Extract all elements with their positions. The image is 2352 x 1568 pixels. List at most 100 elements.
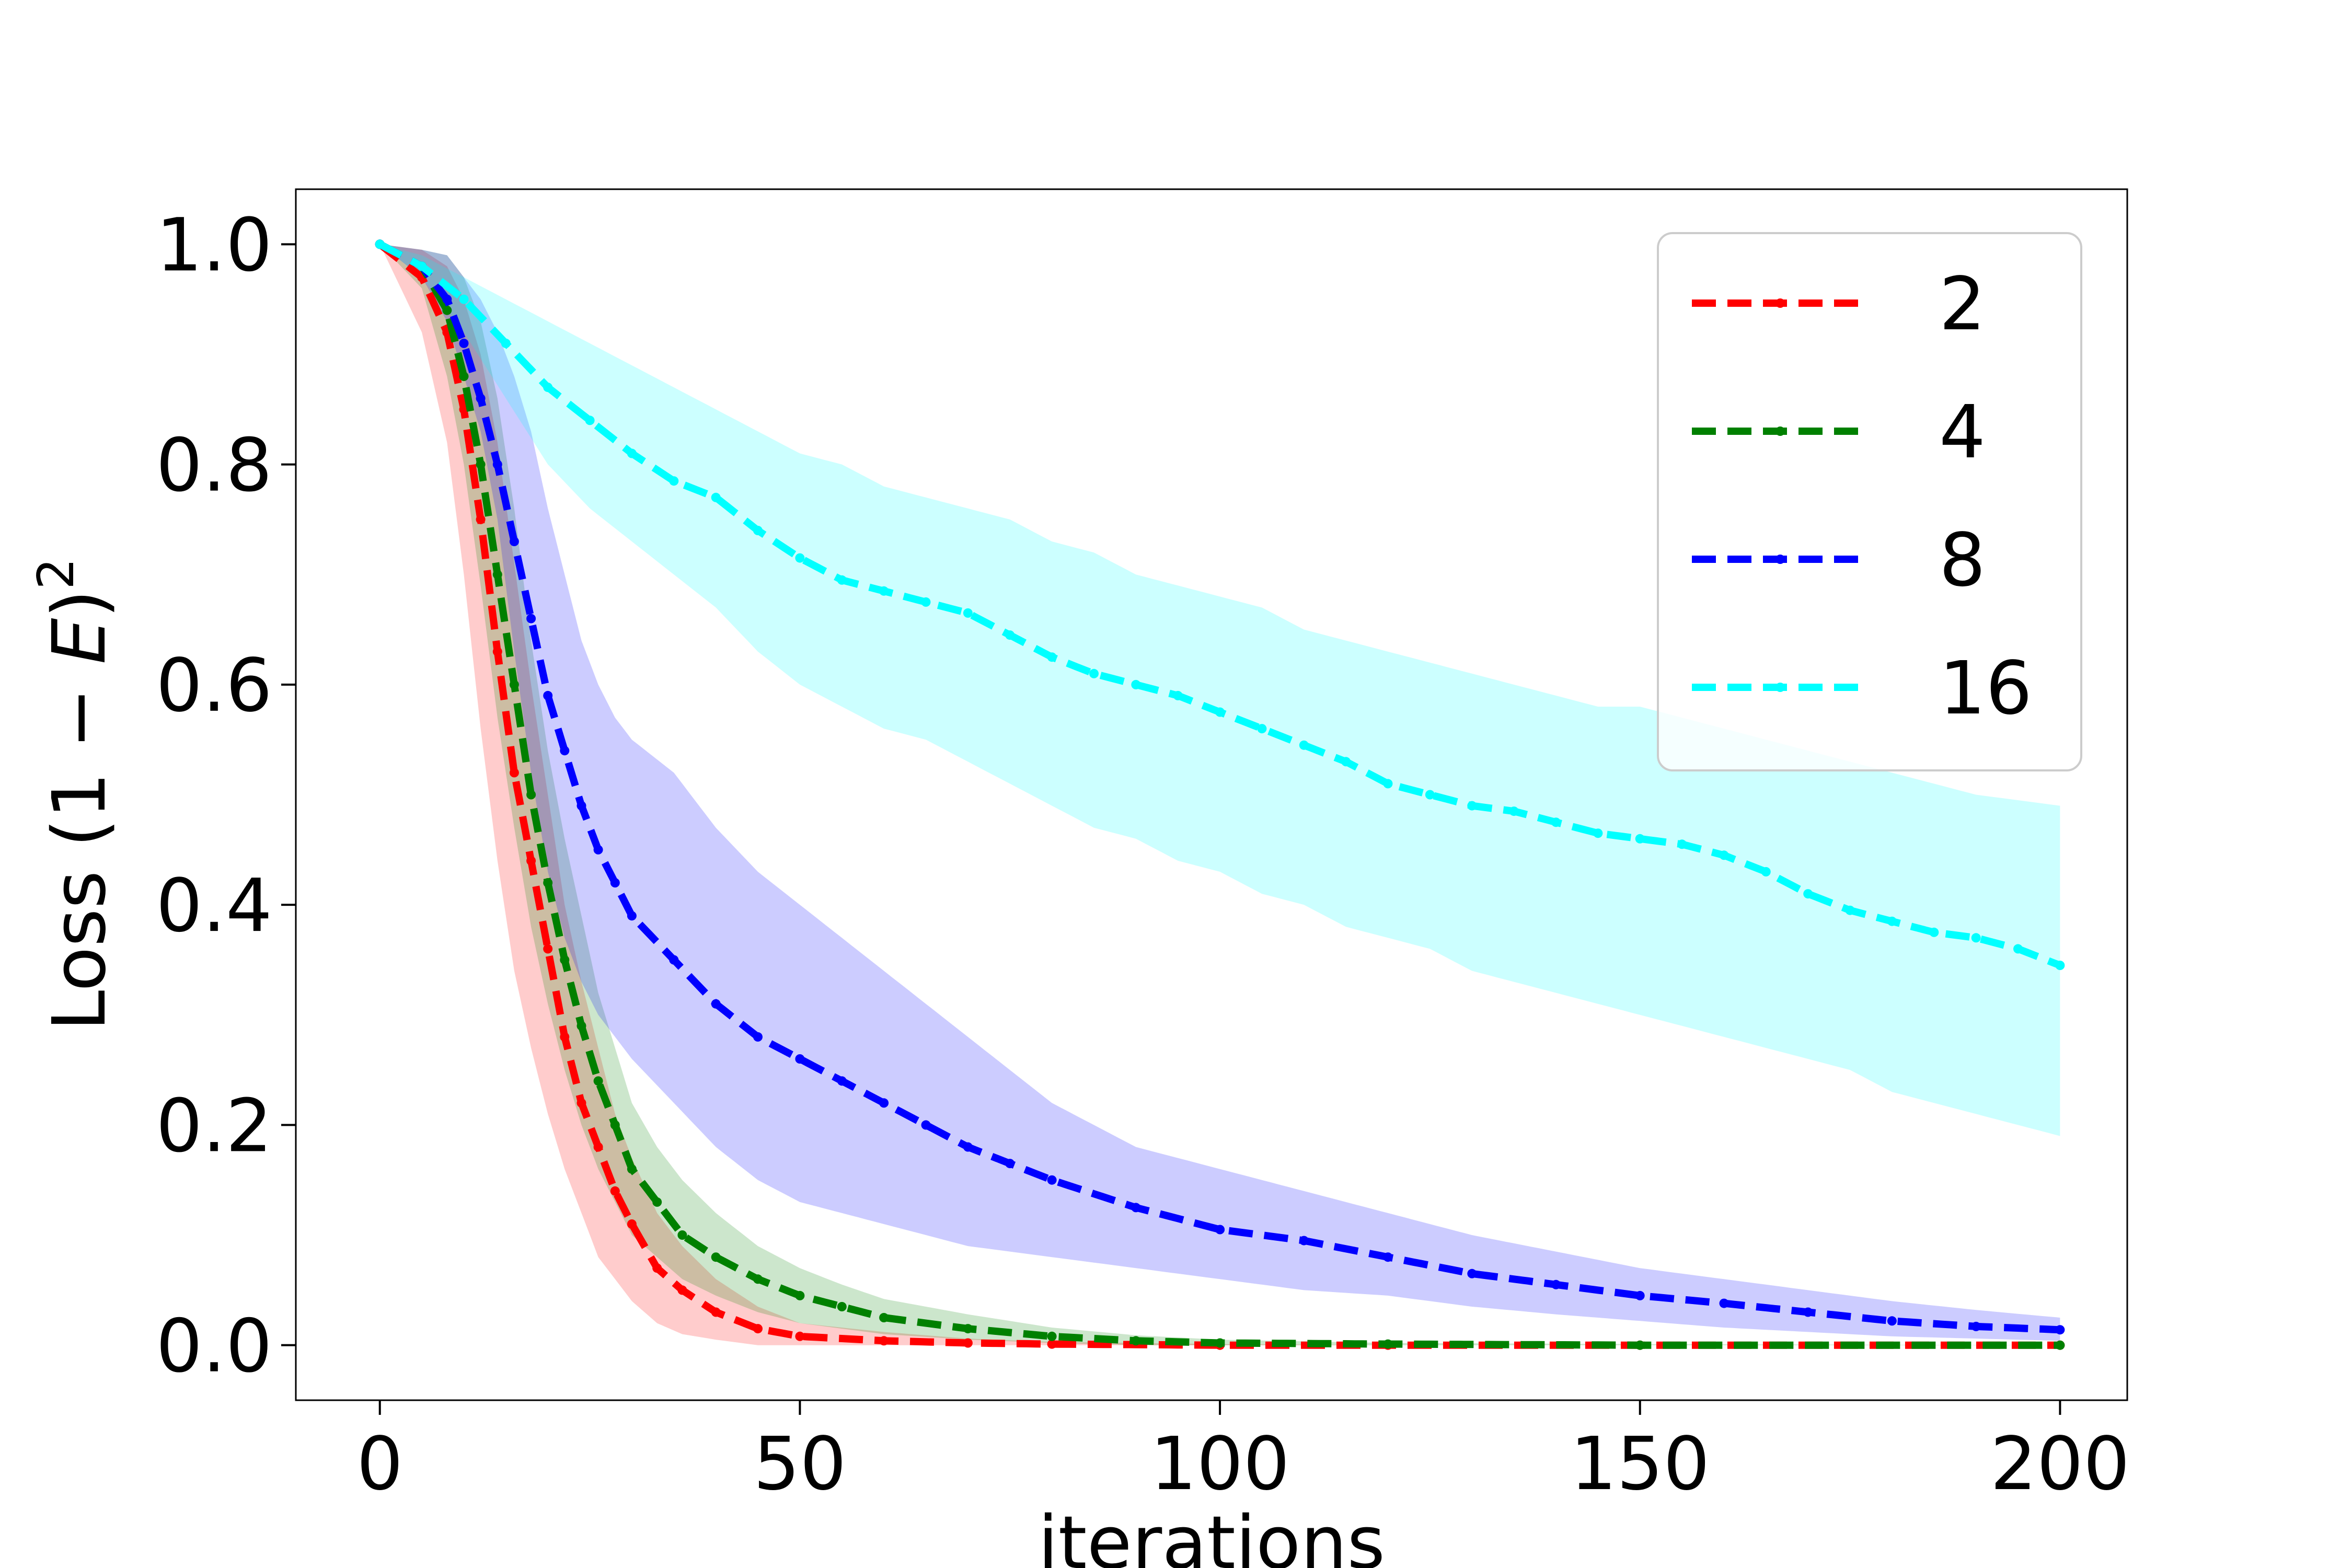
point-16-165 (1761, 867, 1771, 877)
point-4-33 (652, 1197, 662, 1207)
point-2-22 (560, 1032, 570, 1042)
point-2-30 (627, 1219, 637, 1229)
point-16-180 (1887, 916, 1897, 926)
point-16-140 (1551, 817, 1561, 827)
point-16-90 (1131, 679, 1141, 689)
point-8-35 (669, 955, 679, 965)
point-4-50 (795, 1290, 805, 1300)
point-8-8 (442, 294, 452, 304)
legend-label-16: 16 (1939, 646, 2032, 731)
point-8-20 (543, 690, 553, 700)
point-4-120 (1383, 1339, 1393, 1349)
point-16-175 (1845, 905, 1855, 915)
point-16-20 (543, 383, 553, 393)
point-16-95 (1173, 690, 1183, 700)
y-axis-label-prefix: Loss (1 − (37, 664, 122, 1031)
point-16-145 (1593, 828, 1603, 838)
point-8-180 (1887, 1316, 1897, 1326)
legend-marker-8 (1775, 555, 1785, 564)
x-axis-label: iterations (1038, 1501, 1385, 1568)
point-8-190 (1971, 1321, 1981, 1331)
point-16-30 (627, 448, 637, 458)
y-tick-label: 0.6 (156, 643, 272, 729)
point-16-75 (1005, 630, 1015, 640)
legend-label-8: 8 (1939, 518, 1986, 603)
point-16-40 (711, 492, 721, 502)
point-8-90 (1131, 1203, 1141, 1213)
point-16-130 (1467, 801, 1477, 811)
point-4-200 (2055, 1340, 2065, 1350)
y-axis-label-exponent: 2 (28, 558, 85, 589)
point-2-16 (509, 768, 519, 778)
point-8-100 (1215, 1225, 1225, 1235)
y-axis-ticks: 0.0 0.2 0.4 0.6 0.8 1.0 (156, 203, 296, 1389)
point-16-150 (1635, 834, 1645, 844)
band-8 (379, 244, 2060, 1341)
series-lines (375, 239, 2065, 1350)
point-16-195 (2013, 944, 2023, 954)
point-8-26 (593, 845, 603, 855)
point-16-115 (1341, 757, 1351, 767)
point-8-110 (1299, 1236, 1309, 1246)
point-8-50 (795, 1054, 805, 1064)
point-8-22 (560, 746, 570, 756)
point-8-40 (711, 999, 721, 1009)
point-8-12 (476, 394, 486, 403)
line-8 (378, 241, 2060, 1334)
x-tick-label: 200 (1990, 1422, 2130, 1507)
point-4-45 (753, 1274, 763, 1284)
point-4-10 (459, 372, 469, 382)
point-16-105 (1257, 724, 1267, 734)
point-16-155 (1677, 839, 1687, 849)
legend-marker-4 (1775, 426, 1785, 436)
point-2-80 (1047, 1339, 1057, 1349)
point-2-12 (476, 514, 486, 524)
legend-marker-2 (1775, 298, 1785, 308)
point-2-14 (492, 647, 502, 656)
point-8-60 (879, 1098, 889, 1108)
legend-label-2: 2 (1939, 262, 1986, 347)
point-16-135 (1509, 806, 1519, 816)
point-16-65 (921, 597, 931, 607)
point-4-18 (526, 790, 536, 800)
point-2-26 (593, 1142, 603, 1152)
point-4-100 (1215, 1338, 1225, 1348)
point-8-150 (1635, 1290, 1645, 1300)
y-axis-label: Loss (1 − E)2 (28, 558, 122, 1031)
point-8-70 (963, 1142, 973, 1152)
point-8-45 (753, 1032, 763, 1042)
y-axis-label-suffix: ) (37, 590, 122, 618)
point-2-33 (652, 1263, 662, 1273)
point-4-30 (627, 1164, 637, 1174)
point-4-150 (1635, 1340, 1645, 1350)
point-16-185 (1929, 927, 1939, 937)
point-8-28 (610, 878, 620, 887)
confidence-bands (379, 244, 2060, 1345)
point-4-22 (560, 955, 570, 965)
point-16-25 (585, 416, 595, 425)
point-8-200 (2055, 1325, 2065, 1335)
point-16-160 (1719, 850, 1729, 860)
x-tick-label: 100 (1150, 1422, 1289, 1507)
y-axis-label-var: E (37, 618, 122, 664)
point-8-130 (1467, 1269, 1477, 1278)
point-8-30 (627, 911, 637, 921)
points-16 (375, 239, 2065, 970)
point-4-60 (879, 1313, 889, 1322)
point-8-55 (837, 1076, 847, 1086)
point-2-28 (610, 1186, 620, 1196)
x-tick-label: 50 (753, 1422, 846, 1507)
point-16-0 (375, 239, 385, 249)
point-16-100 (1215, 707, 1225, 717)
point-8-75 (1005, 1159, 1015, 1169)
point-16-200 (2055, 961, 2065, 970)
y-tick-label: 0.0 (156, 1304, 272, 1389)
point-16-80 (1047, 652, 1057, 662)
y-tick-label: 0.8 (156, 423, 272, 509)
y-tick-label: 1.0 (156, 203, 272, 288)
point-2-50 (795, 1331, 805, 1341)
point-16-55 (837, 575, 847, 585)
point-8-10 (459, 338, 469, 348)
band-16 (379, 244, 2060, 1136)
